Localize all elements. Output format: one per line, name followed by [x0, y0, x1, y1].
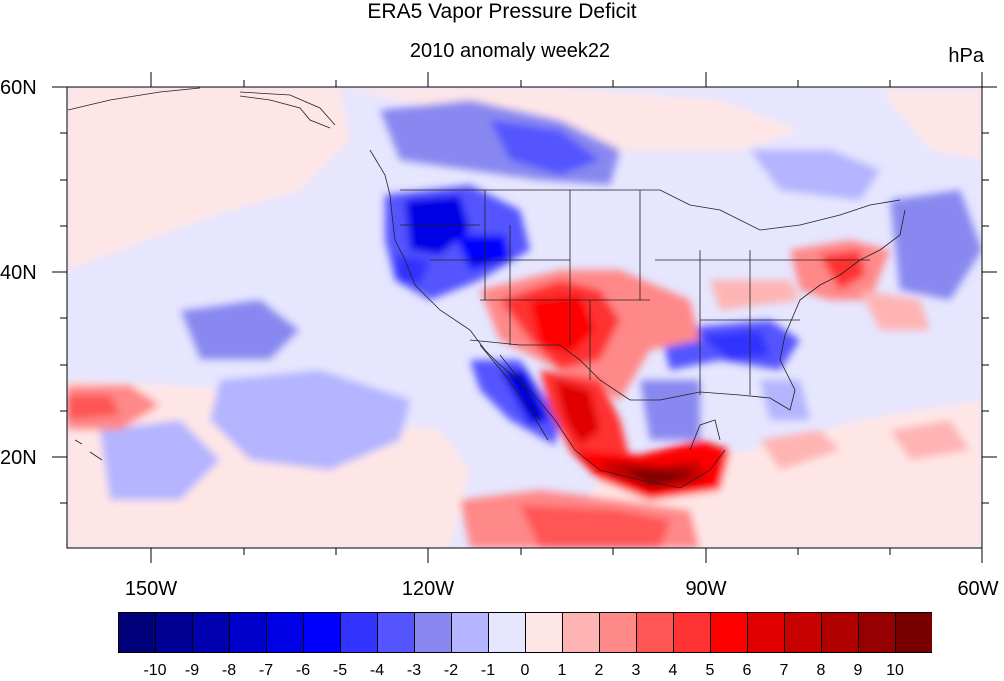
- colorbar-tick-label: 0: [520, 662, 530, 679]
- colorbar-tick-label: -6: [295, 662, 311, 679]
- colorbar-swatch: [747, 612, 785, 653]
- map-title: ERA5 Vapor Pressure Deficit: [367, 0, 637, 23]
- colorbar-swatch: [599, 612, 637, 653]
- coastlines: [67, 87, 906, 489]
- colorbar-tick-label: -9: [184, 662, 200, 679]
- colorbar-swatch: [303, 612, 341, 653]
- colorbar-tick-label: 10: [886, 662, 904, 679]
- lon-label-90w: 90W: [685, 578, 727, 600]
- colorbar-swatch: [525, 612, 563, 653]
- map-subtitle: 2010 anomaly week22: [409, 40, 611, 62]
- colorbar-tick-label: 4: [668, 662, 678, 679]
- colorbar-swatch: [155, 612, 193, 653]
- colorbar-tick-label: -2: [443, 662, 459, 679]
- colorbar-tick-label: -7: [258, 662, 274, 679]
- colorbar-tick-label: -8: [221, 662, 237, 679]
- colorbar-swatch: [340, 612, 378, 653]
- colorbar-swatch: [266, 612, 304, 653]
- colorbar-swatch: [118, 612, 156, 653]
- colorbar-swatch: [192, 612, 230, 653]
- colorbar-tick-label: 8: [816, 662, 826, 679]
- colorbar-swatch: [451, 612, 489, 653]
- colorbar-swatch: [858, 612, 896, 653]
- colorbar-swatch: [414, 612, 452, 653]
- axis-ticks: [52, 72, 997, 563]
- units-label: hPa: [948, 45, 984, 67]
- colorbar-swatch: [636, 612, 674, 653]
- colorbar-swatch: [229, 612, 267, 653]
- colorbar-tick-label: -5: [332, 662, 348, 679]
- colorbar-tick-label: 5: [705, 662, 715, 679]
- lon-label-150w: 150W: [124, 578, 178, 600]
- colorbar-swatch: [488, 612, 526, 653]
- lon-label-120w: 120W: [401, 578, 455, 600]
- lat-label-20n: 20N: [0, 447, 37, 469]
- colorbar-tick-label: 3: [631, 662, 641, 679]
- lon-label-60w: 60W: [957, 578, 999, 600]
- colorbar: [118, 612, 932, 653]
- colorbar-tick-label: 9: [853, 662, 863, 679]
- colorbar-tick-label: -3: [406, 662, 422, 679]
- anomaly-field: [67, 87, 982, 548]
- colorbar-tick-label: -4: [369, 662, 385, 679]
- colorbar-swatch: [710, 612, 748, 653]
- colorbar-tick-label: 7: [779, 662, 789, 679]
- colorbar-tick-label: 1: [557, 662, 567, 679]
- colorbar-tick-label: 2: [594, 662, 604, 679]
- colorbar-swatch: [821, 612, 859, 653]
- lat-label-40n: 40N: [0, 262, 37, 284]
- colorbar-tick-label: -10: [143, 662, 167, 679]
- lat-label-60n: 60N: [0, 77, 37, 99]
- colorbar-swatch: [562, 612, 600, 653]
- colorbar-swatch: [377, 612, 415, 653]
- colorbar-swatch: [895, 612, 932, 653]
- colorbar-swatch: [673, 612, 711, 653]
- colorbar-tick-label: 6: [742, 662, 752, 679]
- colorbar-swatch: [784, 612, 822, 653]
- colorbar-tick-label: -1: [480, 662, 496, 679]
